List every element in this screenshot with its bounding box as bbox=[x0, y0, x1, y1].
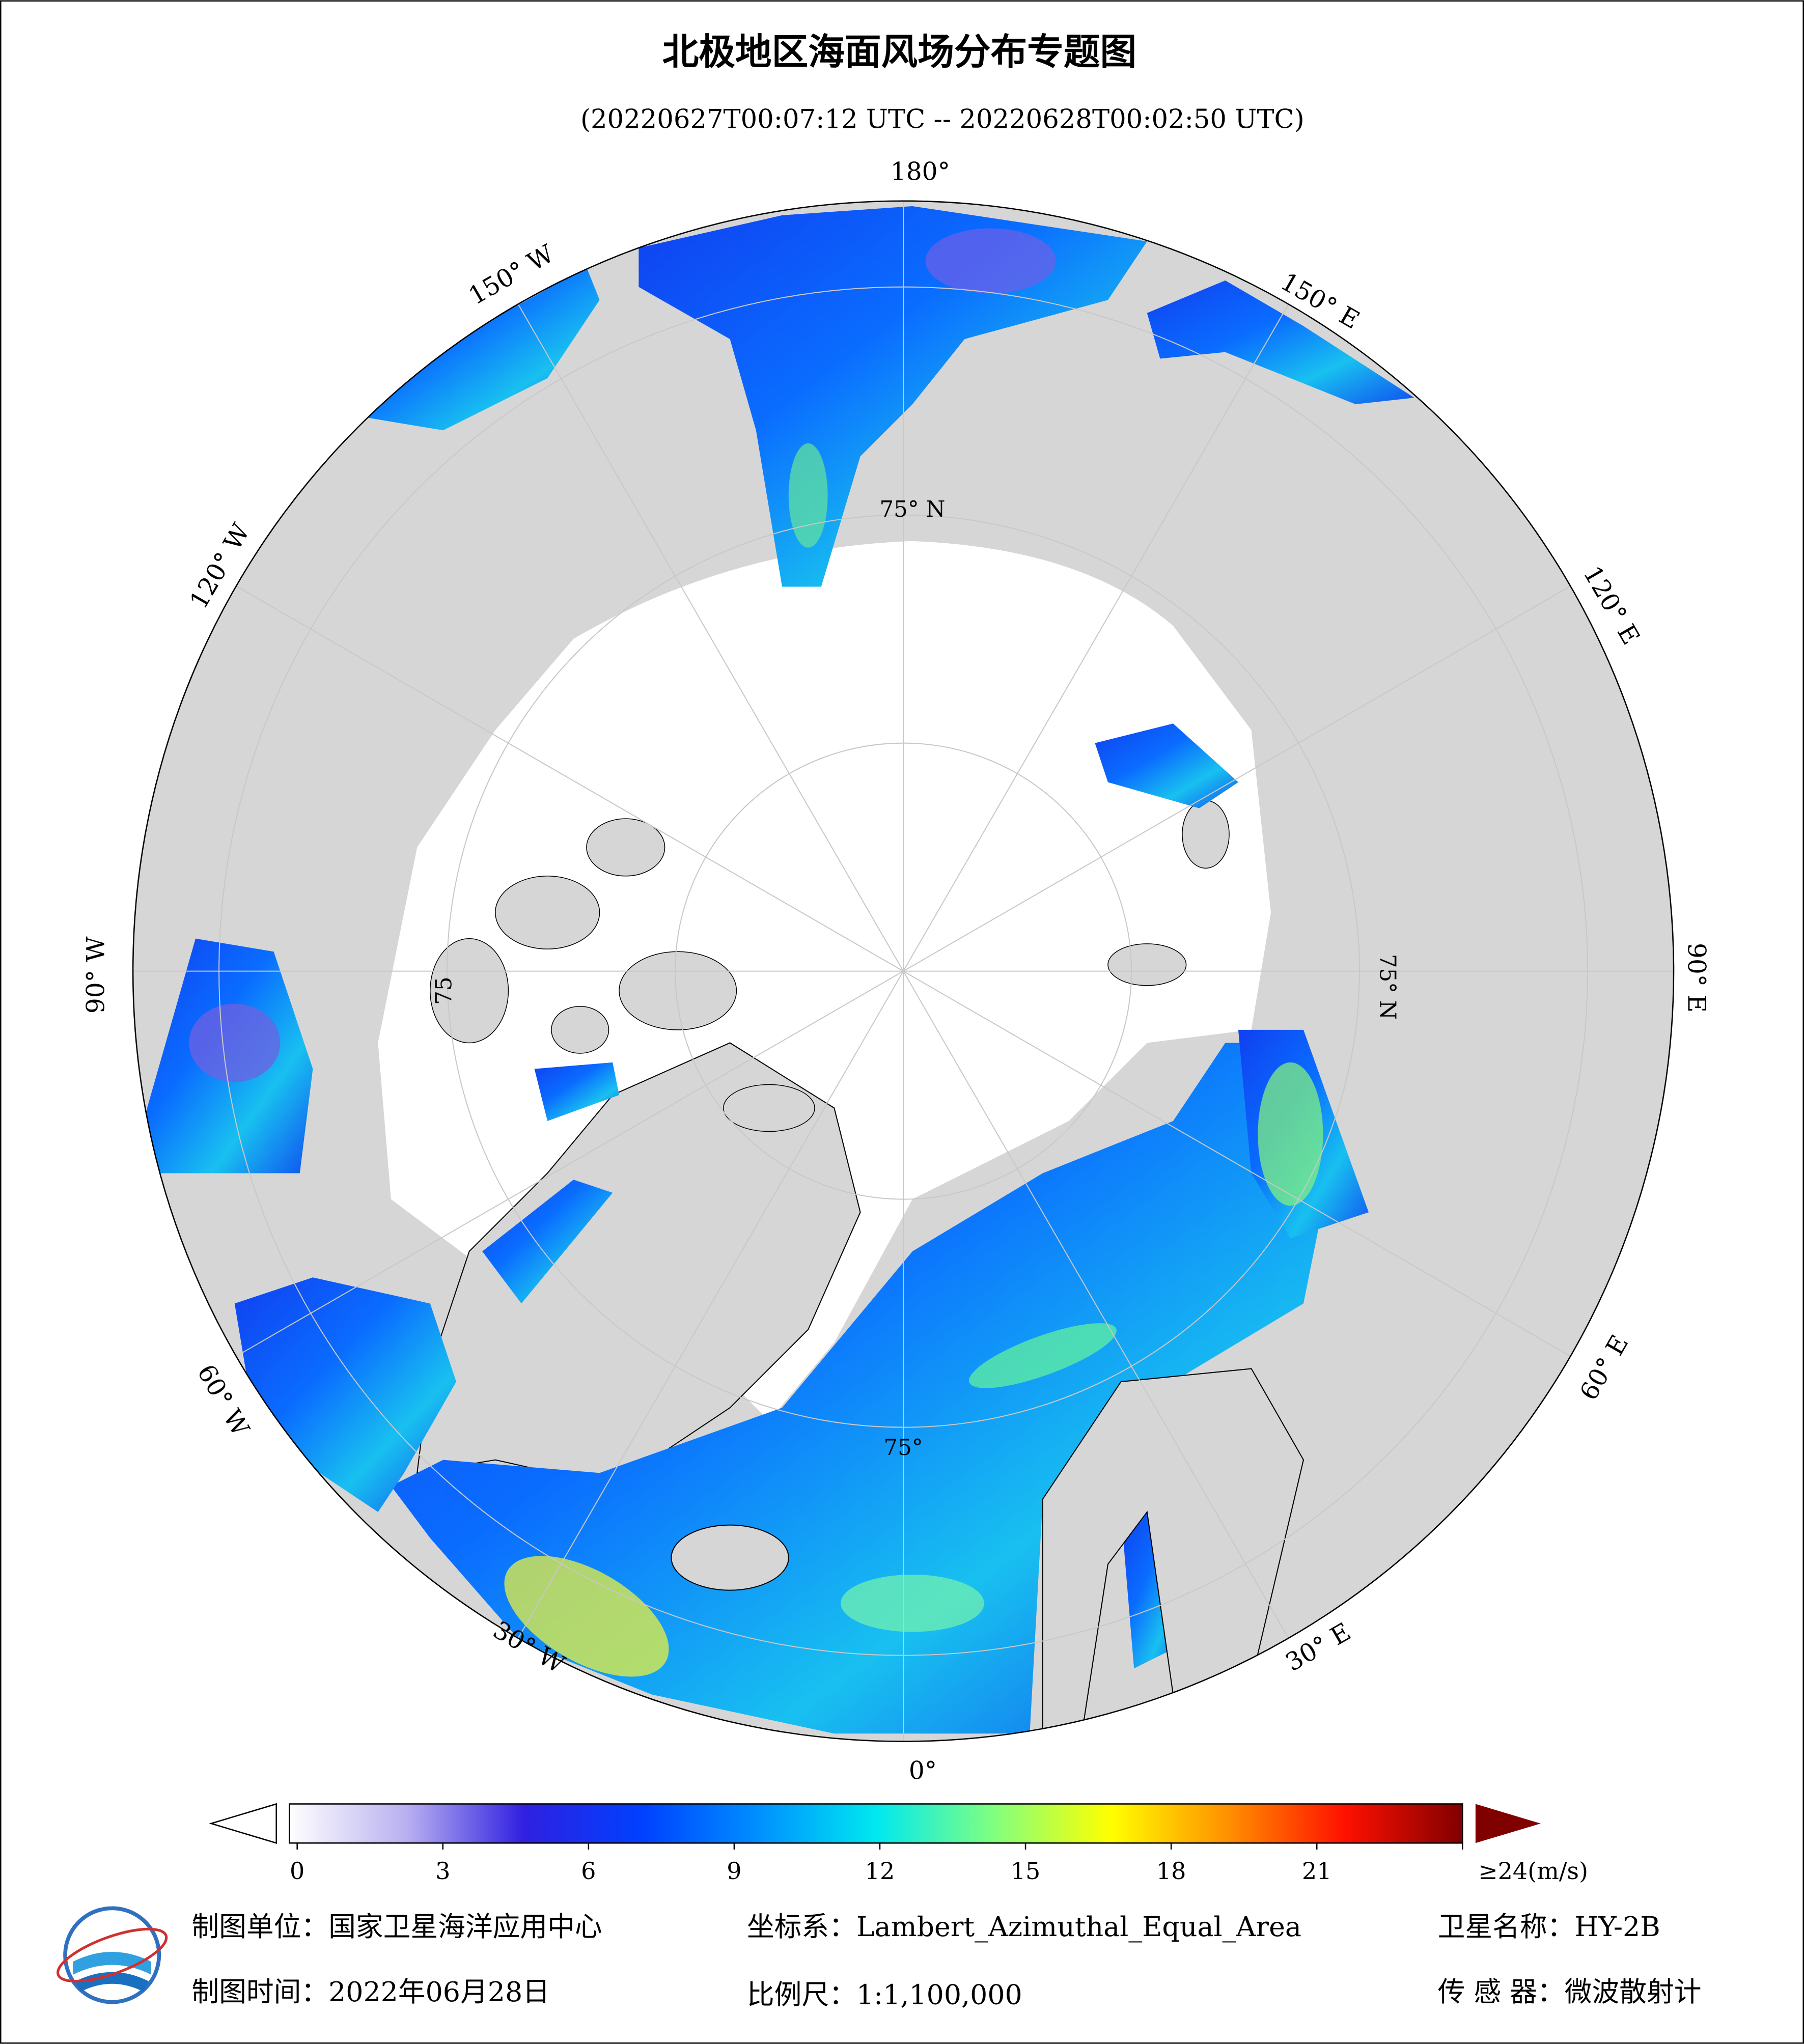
map bbox=[133, 201, 1674, 1742]
colorbar-tick-label: 9 bbox=[727, 1857, 741, 1885]
latitude-label: 75° bbox=[884, 1435, 923, 1461]
colorbar-tick-label: 18 bbox=[1156, 1857, 1186, 1885]
colorbar-min-arrow bbox=[209, 1803, 277, 1844]
title: 北极地区海面风场分布专题图 bbox=[662, 31, 1137, 73]
footer-date: 制图时间：2022年06月28日 bbox=[191, 1976, 550, 2008]
colorbar-max-arrow bbox=[1475, 1804, 1541, 1843]
iceland bbox=[671, 1524, 789, 1591]
longitude-label: 90° E bbox=[1682, 943, 1710, 1013]
parallel bbox=[218, 286, 1589, 1656]
meridian bbox=[903, 970, 1571, 1357]
longitude-label: 90° W bbox=[81, 937, 110, 1014]
meridian bbox=[903, 585, 1571, 972]
longitude-label: 60° E bbox=[1574, 1330, 1634, 1405]
map-border bbox=[132, 200, 1675, 1742]
longitude-label: 180° bbox=[891, 157, 950, 186]
meridian bbox=[236, 585, 904, 972]
latitude-label: 75° N bbox=[879, 497, 945, 522]
latitude-label: 75 bbox=[432, 976, 457, 1004]
colorbar-tick-label: 0 bbox=[290, 1857, 304, 1885]
footer-crs: 坐标系：Lambert_Azimuthal_Equal_Area bbox=[747, 1911, 1301, 1943]
colorbar-tick-label: 12 bbox=[865, 1857, 895, 1885]
colorbar-tick-label: 3 bbox=[435, 1857, 450, 1885]
subtitle: (20220627T00:07:12 UTC -- 20220628T00:02… bbox=[580, 104, 1305, 135]
parallel bbox=[675, 742, 1132, 1200]
logo bbox=[57, 1906, 168, 2004]
footer-sensor: 传 感 器：微波散射计 bbox=[1438, 1976, 1702, 2008]
colorbar-bar bbox=[289, 1803, 1463, 1844]
colorbar-tick-label: ≥24(m/s) bbox=[1478, 1857, 1588, 1885]
meridian bbox=[903, 303, 1289, 972]
meridian bbox=[517, 303, 904, 972]
footer-scale: 比例尺：1:1,100,000 bbox=[747, 1978, 1022, 2010]
wind-field bbox=[143, 206, 1414, 1734]
meridian bbox=[236, 970, 904, 1357]
meridian bbox=[903, 971, 1289, 1639]
longitude-label: 0° bbox=[909, 1757, 937, 1785]
meridian bbox=[517, 971, 904, 1639]
colorbar-tick-label: 15 bbox=[1011, 1857, 1041, 1885]
footer-satellite: 卫星名称：HY-2B bbox=[1438, 1911, 1660, 1943]
colorbar-tick-label: 6 bbox=[581, 1857, 596, 1885]
graticule bbox=[133, 201, 1674, 1742]
colorbar: 0 3 6 9 12 15 18 21 ≥24(m/s) bbox=[209, 1803, 1588, 1885]
wind-highlights bbox=[189, 228, 1323, 1677]
parallel bbox=[447, 514, 1361, 1428]
footer-unit: 制图单位：国家卫星海洋应用中心 bbox=[191, 1911, 602, 1943]
latitude-label: 75° N bbox=[1374, 954, 1400, 1020]
colorbar-tick-label: 21 bbox=[1302, 1857, 1332, 1885]
